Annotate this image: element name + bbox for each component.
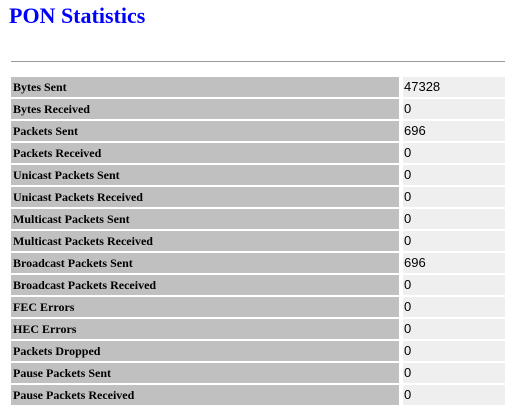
table-row: Broadcast Packets Received 0	[11, 274, 505, 296]
stat-label: Packets Received	[11, 143, 399, 163]
table-row: Broadcast Packets Sent 696	[11, 252, 505, 274]
stat-value: 47328	[403, 77, 505, 97]
table-row: Unicast Packets Received 0	[11, 186, 505, 208]
stat-label: Bytes Sent	[11, 77, 399, 97]
stat-value: 0	[403, 297, 505, 317]
stat-value: 0	[403, 363, 505, 383]
pon-statistics-table: Bytes Sent 47328 Bytes Received 0 Packet…	[11, 76, 505, 406]
stat-value: 0	[403, 319, 505, 339]
stat-value: 696	[403, 253, 505, 273]
title-divider	[11, 61, 505, 62]
stat-value: 0	[403, 165, 505, 185]
table-row: Bytes Received 0	[11, 98, 505, 120]
table-row: Pause Packets Sent 0	[11, 362, 505, 384]
table-row: HEC Errors 0	[11, 318, 505, 340]
stat-value: 0	[403, 209, 505, 229]
stat-value: 0	[403, 143, 505, 163]
table-row: Packets Sent 696	[11, 120, 505, 142]
table-row: Pause Packets Received 0	[11, 384, 505, 406]
table-row: Packets Received 0	[11, 142, 505, 164]
stat-value: 0	[403, 99, 505, 119]
table-row: FEC Errors 0	[11, 296, 505, 318]
stat-label: FEC Errors	[11, 297, 399, 317]
stat-label: Pause Packets Received	[11, 385, 399, 405]
page-title: PON Statistics	[9, 3, 146, 28]
table-row: Packets Dropped 0	[11, 340, 505, 362]
stat-label: Unicast Packets Sent	[11, 165, 399, 185]
stat-label: Broadcast Packets Sent	[11, 253, 399, 273]
stat-value: 0	[403, 231, 505, 251]
stat-value: 0	[403, 341, 505, 361]
table-row: Multicast Packets Sent 0	[11, 208, 505, 230]
stat-value: 0	[403, 275, 505, 295]
stat-label: Unicast Packets Received	[11, 187, 399, 207]
table-row: Multicast Packets Received 0	[11, 230, 505, 252]
stat-label: HEC Errors	[11, 319, 399, 339]
stat-label: Packets Sent	[11, 121, 399, 141]
stat-label: Multicast Packets Received	[11, 231, 399, 251]
stat-label: Multicast Packets Sent	[11, 209, 399, 229]
stat-label: Packets Dropped	[11, 341, 399, 361]
stat-value: 0	[403, 385, 505, 405]
stat-value: 696	[403, 121, 505, 141]
stat-label: Bytes Received	[11, 99, 399, 119]
table-row: Unicast Packets Sent 0	[11, 164, 505, 186]
stat-label: Broadcast Packets Received	[11, 275, 399, 295]
table-row: Bytes Sent 47328	[11, 76, 505, 98]
stat-value: 0	[403, 187, 505, 207]
stat-label: Pause Packets Sent	[11, 363, 399, 383]
